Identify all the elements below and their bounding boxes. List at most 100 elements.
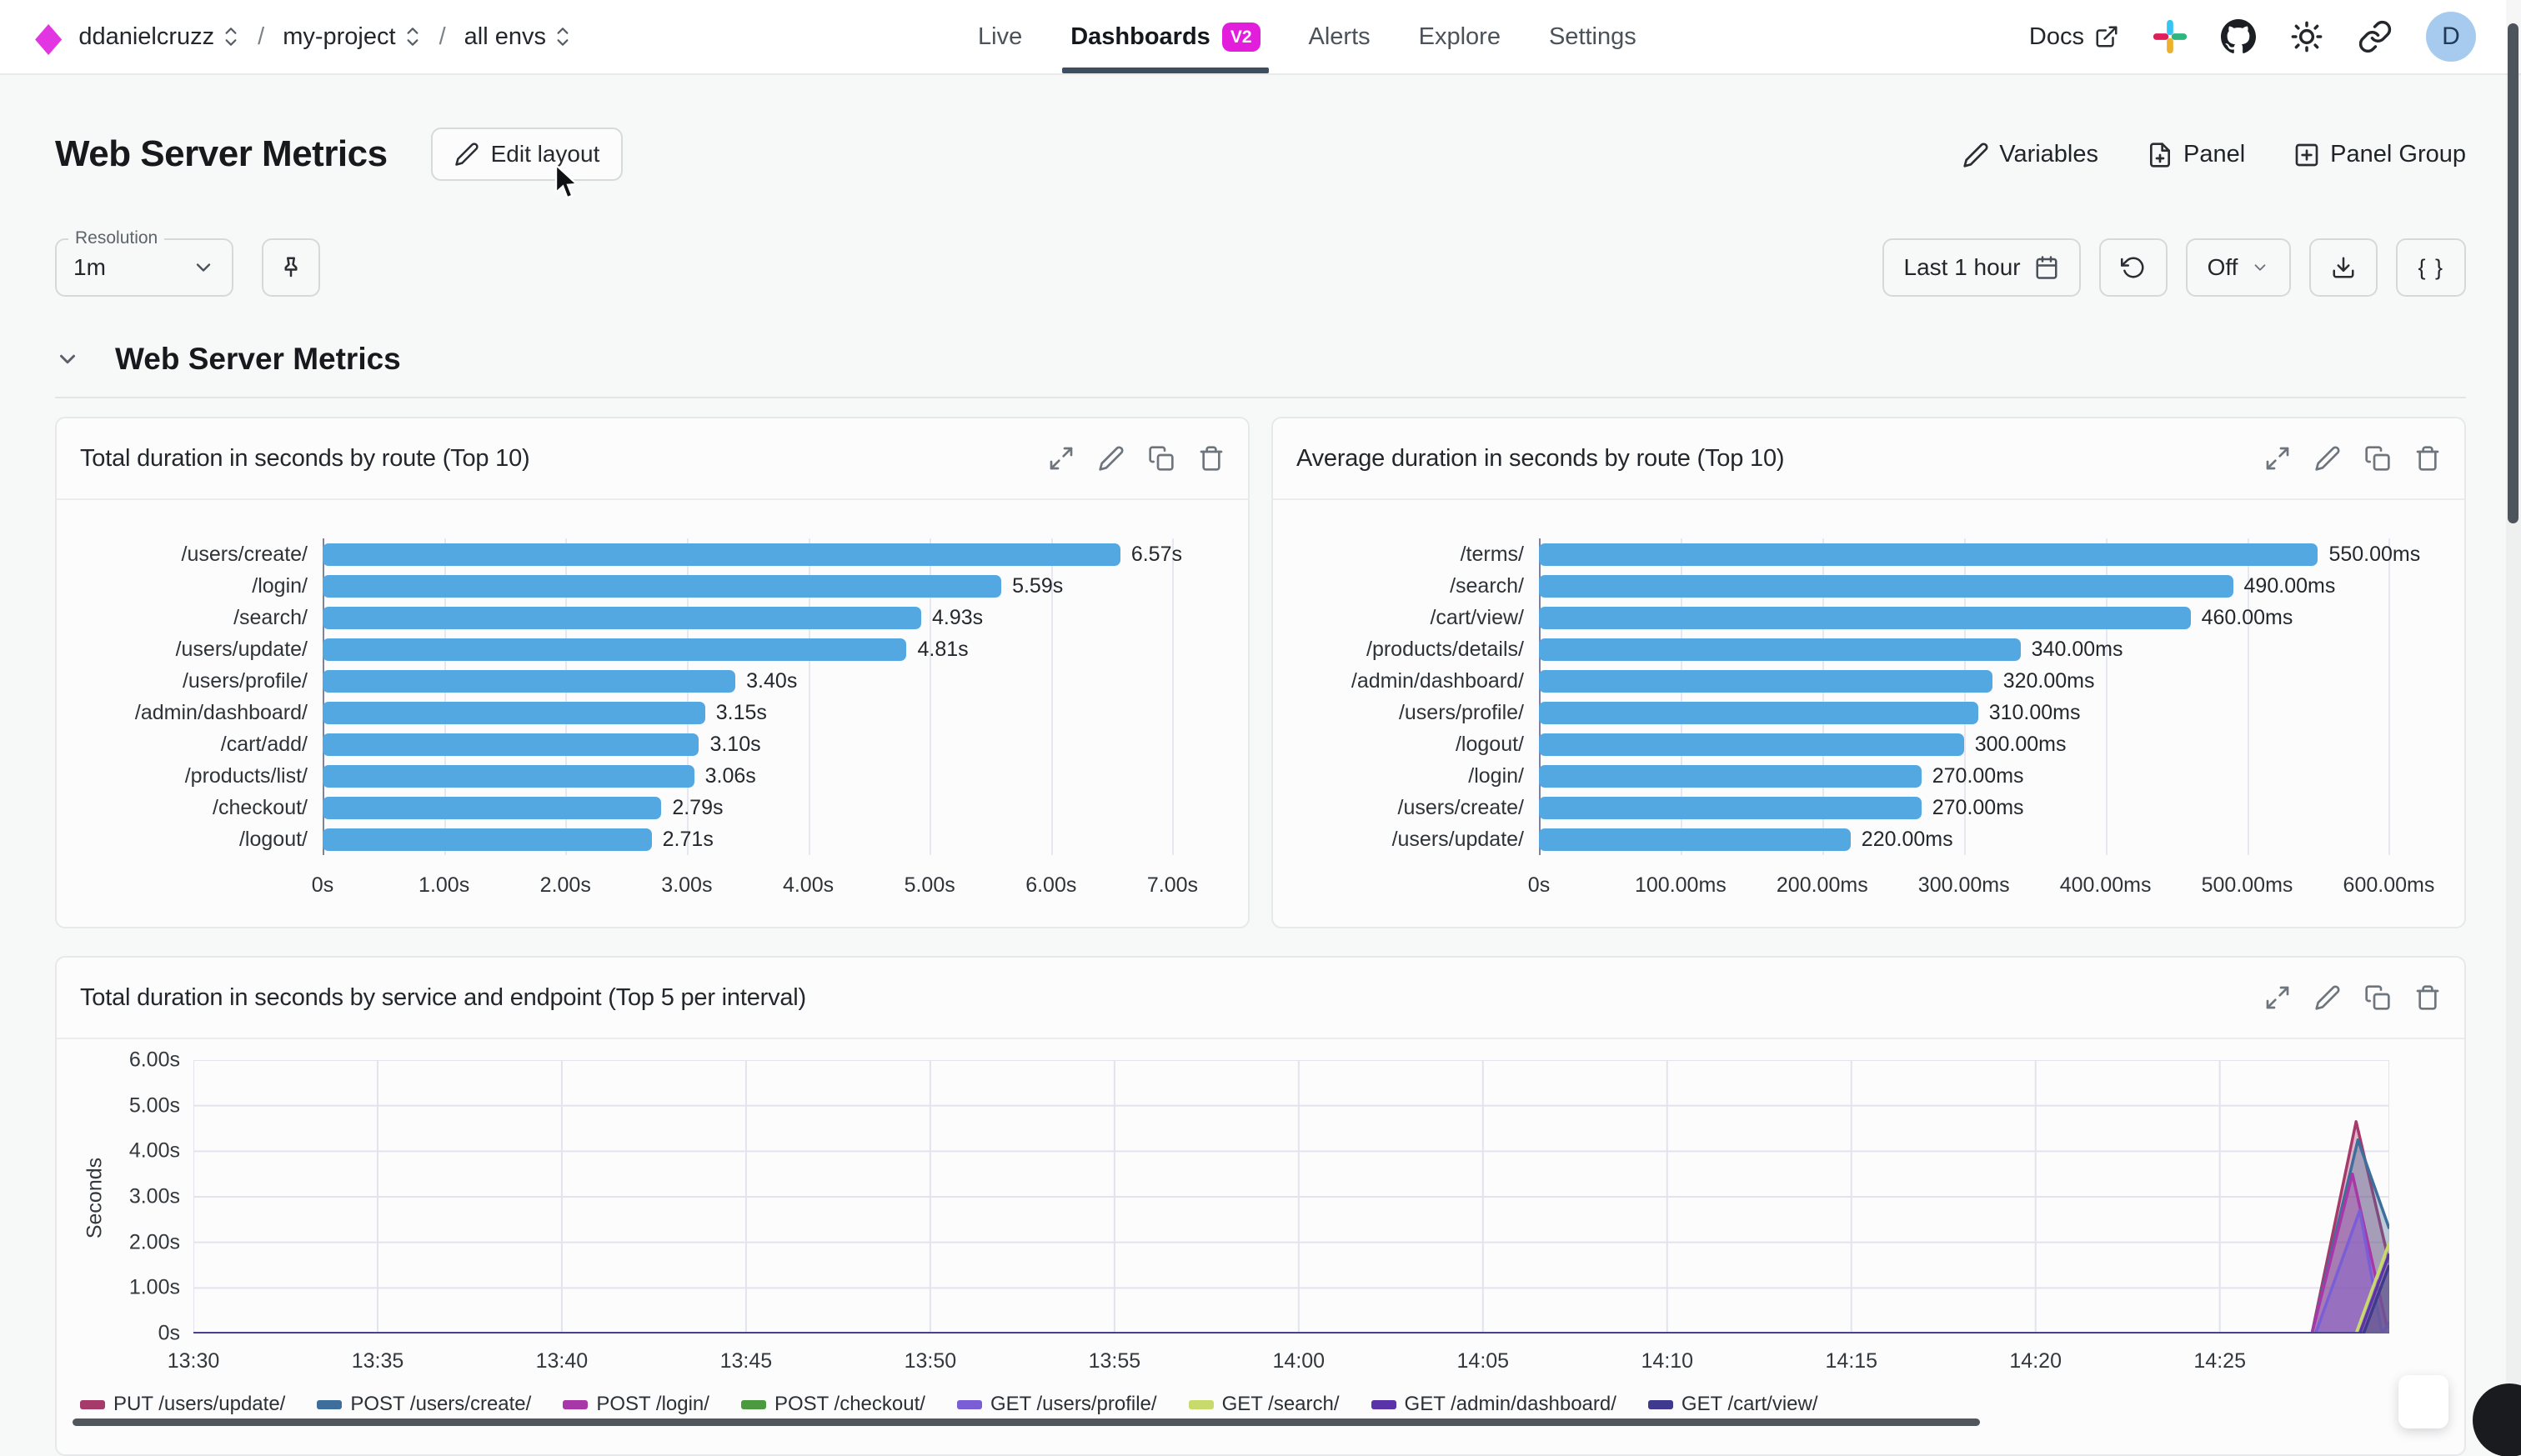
tab-alerts[interactable]: Alerts [1309, 0, 1371, 73]
legend-item[interactable]: GET /search/ [1189, 1393, 1340, 1416]
panel-duration-by-service-endpoint: Total duration in seconds by service and… [55, 956, 2466, 1456]
x-tick-label: 200.00ms [1777, 873, 1868, 898]
bar[interactable] [323, 733, 699, 756]
duplicate-icon[interactable] [1148, 445, 1175, 472]
bar[interactable] [323, 828, 652, 851]
edit-icon[interactable] [2314, 984, 2341, 1011]
docs-link[interactable]: Docs [2029, 23, 2119, 51]
bar[interactable] [323, 670, 735, 693]
bar-row: /search/4.93s [78, 602, 1223, 633]
delete-icon[interactable] [1198, 445, 1225, 472]
bar[interactable] [323, 575, 1001, 598]
pin-resolution-button[interactable] [262, 238, 320, 297]
bar[interactable] [1539, 828, 1851, 851]
avatar[interactable]: D [2426, 12, 2476, 62]
share-link-icon[interactable] [2358, 19, 2393, 54]
tab-settings[interactable]: Settings [1549, 0, 1636, 73]
bar-value-label: 3.10s [709, 733, 760, 757]
bar-track: 3.06s [323, 760, 1223, 792]
tab-explore[interactable]: Explore [1419, 0, 1501, 73]
bar[interactable] [1539, 797, 1922, 819]
legend-item[interactable]: GET /users/profile/ [957, 1393, 1157, 1416]
legend-item[interactable]: POST /users/create/ [317, 1393, 531, 1416]
live-tail-select[interactable]: Off [2186, 238, 2292, 297]
add-panel-group-button[interactable]: Panel Group [2293, 141, 2466, 168]
breadcrumb-item[interactable]: my-project [283, 23, 420, 51]
theme-toggle-sun-icon[interactable] [2289, 19, 2324, 54]
bar-track: 5.59s [323, 570, 1223, 602]
delete-icon[interactable] [2414, 984, 2441, 1011]
corner-widget[interactable] [2398, 1375, 2448, 1428]
x-tick-label: 6.00s [1025, 873, 1076, 898]
bar-category-label: /users/update/ [78, 638, 323, 662]
bar-track: 6.57s [323, 538, 1223, 570]
version-badge: V2 [1222, 23, 1260, 52]
bar-row: /admin/dashboard/3.15s [78, 697, 1223, 728]
panel-title: Total duration in seconds by service and… [80, 984, 806, 1012]
bar-value-label: 2.79s [672, 796, 723, 820]
bar[interactable] [323, 702, 705, 724]
vertical-scrollbar-thumb[interactable] [2508, 23, 2518, 523]
legend-item[interactable]: GET /admin/dashboard/ [1371, 1393, 1616, 1416]
bar-track: 270.00ms [1539, 760, 2439, 792]
legend-swatch [317, 1400, 342, 1409]
bar[interactable] [323, 543, 1120, 566]
edit-icon[interactable] [2314, 445, 2341, 472]
legend-item[interactable]: POST /checkout/ [741, 1393, 925, 1416]
brand-logo-icon[interactable]: ◆ [35, 17, 62, 57]
x-tick-label: 7.00s [1147, 873, 1198, 898]
x-tick-label: 600.00ms [2343, 873, 2435, 898]
download-button[interactable] [2309, 238, 2378, 297]
braces-label: { } [2418, 255, 2444, 281]
duplicate-icon[interactable] [2364, 984, 2391, 1011]
legend-item[interactable]: POST /login/ [563, 1393, 709, 1416]
edit-icon[interactable] [1098, 445, 1125, 472]
github-icon[interactable] [2221, 19, 2256, 54]
expand-icon[interactable] [2264, 984, 2291, 1011]
bar-category-label: /checkout/ [78, 796, 323, 820]
bar[interactable] [323, 797, 661, 819]
bar[interactable] [323, 607, 921, 629]
expand-icon[interactable] [1048, 445, 1075, 472]
add-panel-button[interactable]: Panel [2147, 141, 2245, 168]
bar[interactable] [323, 765, 694, 788]
resolution-select[interactable]: Resolution 1m [55, 238, 233, 297]
time-range-button[interactable]: Last 1 hour [1882, 238, 2081, 297]
variables-button[interactable]: Variables [1962, 141, 2098, 168]
bar[interactable] [1539, 543, 2318, 566]
bar[interactable] [1539, 670, 1992, 693]
bar[interactable] [1539, 638, 2021, 661]
refresh-icon [2121, 255, 2146, 280]
breadcrumb-item[interactable]: all envs [464, 23, 571, 51]
legend-item[interactable]: GET /cart/view/ [1648, 1393, 1818, 1416]
bar-row: /terms/550.00ms [1295, 538, 2439, 570]
legend-item[interactable]: PUT /users/update/ [80, 1393, 285, 1416]
x-tick-label: 4.00s [783, 873, 834, 898]
bar-value-label: 6.57s [1131, 543, 1182, 567]
line-plot[interactable] [193, 1060, 2389, 1333]
tab-live[interactable]: Live [978, 0, 1022, 73]
json-view-button[interactable]: { } [2396, 238, 2466, 297]
bar[interactable] [1539, 607, 2191, 629]
breadcrumb-item[interactable]: ddanielcruzz [78, 23, 239, 51]
delete-icon[interactable] [2414, 445, 2441, 472]
x-tick-label: 3.00s [661, 873, 712, 898]
x-tick-label: 13:50 [905, 1349, 957, 1373]
bar-category-label: /search/ [1295, 574, 1539, 598]
expand-icon[interactable] [2264, 445, 2291, 472]
bar[interactable] [1539, 702, 1978, 724]
duplicate-icon[interactable] [2364, 445, 2391, 472]
bar[interactable] [1539, 765, 1922, 788]
bar-value-label: 2.71s [663, 828, 714, 852]
bar[interactable] [323, 638, 906, 661]
collapse-chevron-icon[interactable] [55, 347, 80, 372]
bar-track: 220.00ms [1539, 823, 2439, 855]
bar[interactable] [1539, 733, 1964, 756]
horizontal-scrollbar-thumb[interactable] [73, 1418, 1980, 1426]
edit-layout-button[interactable]: Edit layout [431, 128, 624, 181]
refresh-button[interactable] [2099, 238, 2168, 297]
slack-icon[interactable] [2153, 19, 2188, 54]
bar-category-label: /logout/ [1295, 733, 1539, 757]
bar[interactable] [1539, 575, 2233, 598]
